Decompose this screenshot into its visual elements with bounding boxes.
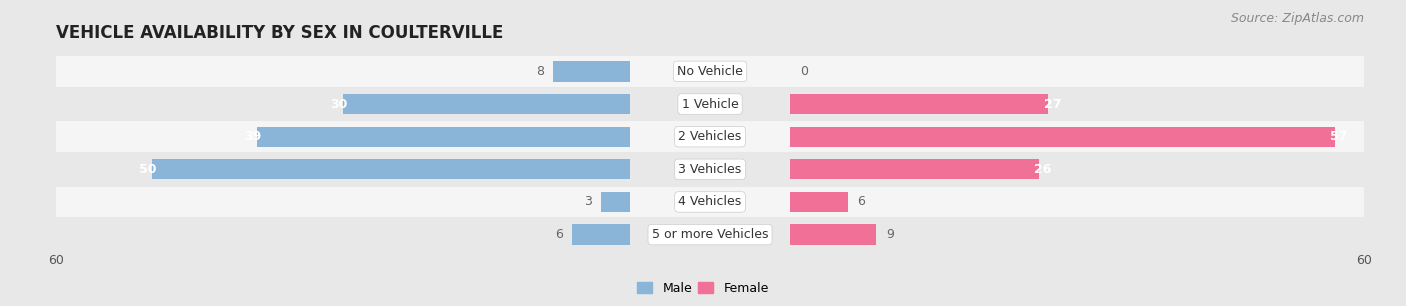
Bar (56, 88, 630, 120)
Text: 26: 26 (1033, 163, 1052, 176)
Bar (790, 192, 848, 212)
Bar (630, 218, 790, 251)
Bar (572, 225, 630, 245)
Text: 3 Vehicles: 3 Vehicles (679, 163, 741, 176)
Text: 3: 3 (583, 196, 592, 208)
Bar (790, 55, 1364, 88)
Bar (152, 159, 630, 179)
Text: 5 or more Vehicles: 5 or more Vehicles (652, 228, 768, 241)
Bar (56, 55, 630, 88)
Text: 50: 50 (139, 163, 156, 176)
Bar (630, 55, 790, 88)
Text: VEHICLE AVAILABILITY BY SEX IN COULTERVILLE: VEHICLE AVAILABILITY BY SEX IN COULTERVI… (56, 24, 503, 43)
Bar (790, 153, 1364, 186)
Bar (790, 218, 1364, 251)
Bar (790, 127, 1336, 147)
Bar (790, 225, 876, 245)
Bar (790, 186, 1364, 218)
Bar (630, 186, 790, 218)
Bar (554, 61, 630, 81)
Text: No Vehicle: No Vehicle (678, 65, 742, 78)
Text: 39: 39 (245, 130, 262, 143)
Bar (630, 120, 790, 153)
Bar (630, 88, 790, 120)
Bar (56, 218, 630, 251)
Bar (56, 153, 630, 186)
Text: 6: 6 (858, 196, 865, 208)
Text: 0: 0 (800, 65, 808, 78)
Bar (790, 159, 1039, 179)
Bar (602, 192, 630, 212)
Bar (790, 88, 1364, 120)
Text: 4 Vehicles: 4 Vehicles (679, 196, 741, 208)
Text: 27: 27 (1043, 98, 1062, 110)
Bar (343, 94, 630, 114)
Text: 1 Vehicle: 1 Vehicle (682, 98, 738, 110)
Bar (56, 186, 630, 218)
Bar (790, 120, 1364, 153)
Text: 9: 9 (886, 228, 894, 241)
Legend: Male, Female: Male, Female (633, 277, 773, 300)
Text: 6: 6 (555, 228, 562, 241)
Text: 2 Vehicles: 2 Vehicles (679, 130, 741, 143)
Text: Source: ZipAtlas.com: Source: ZipAtlas.com (1230, 12, 1364, 25)
Bar (56, 120, 630, 153)
Bar (790, 94, 1049, 114)
Text: 30: 30 (330, 98, 347, 110)
Bar (257, 127, 630, 147)
Bar (630, 153, 790, 186)
Text: 57: 57 (1330, 130, 1348, 143)
Text: 8: 8 (536, 65, 544, 78)
